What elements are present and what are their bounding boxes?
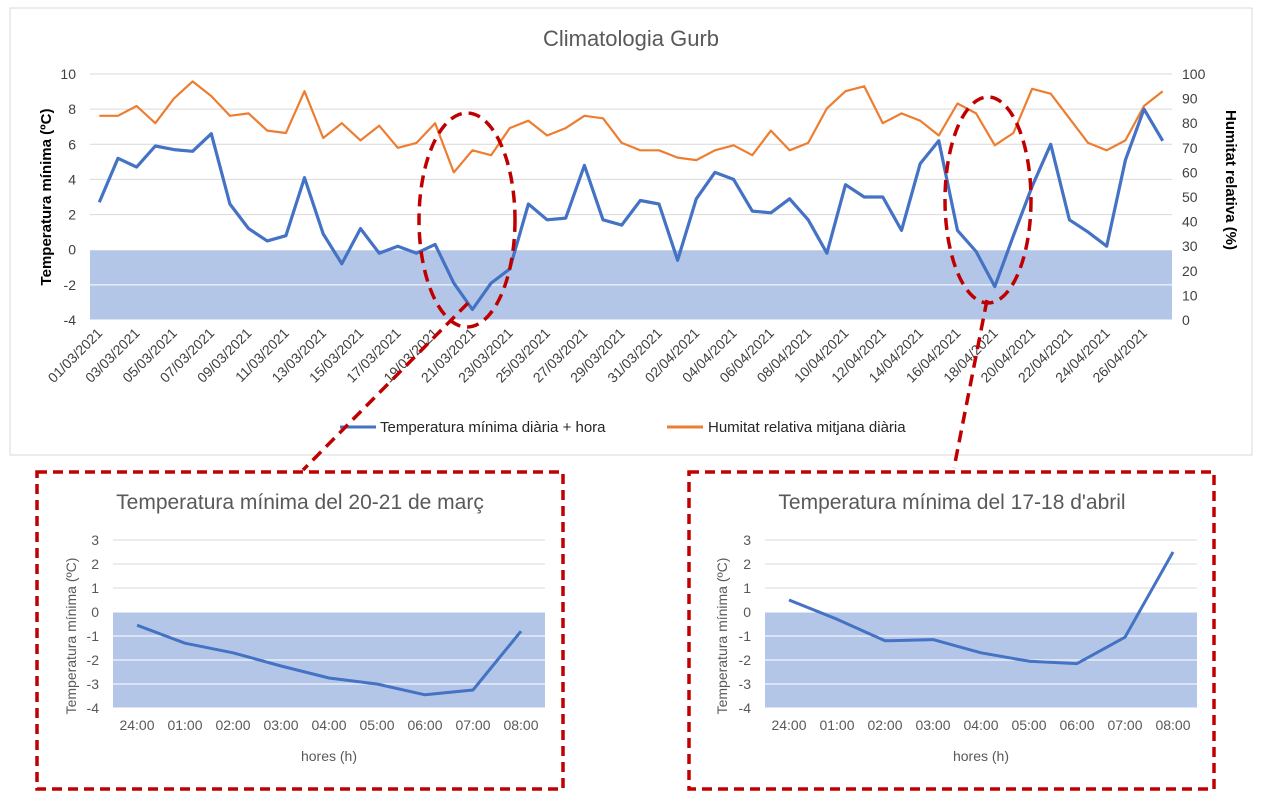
y-tick-label: -2 [64, 277, 77, 293]
detail-march-y-title: Temperatura mínima (ºC) [63, 558, 79, 715]
x-tick-label: 08:00 [1155, 717, 1190, 733]
detail-april-plot: -4 -3 -2 -1 0 1 2 3 24:00 01:00 02:00 03:00 04:00 05:… [739, 532, 1197, 733]
main-chart-frame [9, 7, 1253, 456]
y-tick-label: 0 [91, 604, 99, 620]
highlight-ellipse-march [417, 111, 517, 329]
x-tick-label: 04:00 [963, 717, 998, 733]
x-tick-label: 02:00 [867, 717, 902, 733]
detail-april-y-title: Temperatura mínima (ºC) [714, 558, 730, 715]
y-tick-label: -4 [87, 700, 100, 716]
x-tick-label: 01:00 [167, 717, 202, 733]
series-line-temperature [97, 107, 1165, 312]
detail-march-plot: -4 -3 -2 -1 0 1 2 3 24:00 01:00 02:00 03:00 04:00 05:… [87, 532, 545, 733]
y-tick-label: 4 [68, 171, 76, 187]
x-tick-label: 08:00 [503, 717, 538, 733]
y2-tick-label: 80 [1182, 115, 1198, 131]
x-tick-label: 24:00 [771, 717, 806, 733]
y-tick-label: -3 [87, 676, 100, 692]
x-tick-label: 07:00 [455, 717, 490, 733]
y-tick-label: -1 [87, 628, 100, 644]
x-tick-label: 03:00 [263, 717, 298, 733]
connector-april [952, 299, 989, 469]
x-tick-label: 05:00 [1011, 717, 1046, 733]
y-tick-label: -2 [739, 652, 752, 668]
y-tick-label: -4 [739, 700, 752, 716]
connector-march [301, 301, 470, 472]
x-tick-label: 03:00 [915, 717, 950, 733]
y-tick-label: 10 [60, 66, 76, 82]
x-tick-label: 06:00 [407, 717, 442, 733]
detail-april-x-title: hores (h) [953, 748, 1009, 764]
y2-tick-label: 20 [1182, 263, 1198, 279]
y2-tick-label: 100 [1182, 66, 1206, 82]
y2-tick-label: 30 [1182, 238, 1198, 254]
legend-label-humidity: Humitat relativa mitjana diària [708, 419, 906, 436]
y-tick-label: 2 [91, 556, 99, 572]
x-tick-label: 02:00 [215, 717, 250, 733]
series-line-temperature [788, 551, 1175, 666]
y-tick-label: 8 [68, 101, 76, 117]
y-tick-label: 0 [743, 604, 751, 620]
highlight-annotations [301, 95, 1033, 472]
y2-tick-label: 10 [1182, 287, 1198, 303]
y-tick-label: 0 [68, 242, 76, 258]
x-tick-label: 07:00 [1107, 717, 1142, 733]
main-y-axis-title: Temperatura mínima (ºC) [38, 109, 55, 286]
y2-tick-label: 40 [1182, 214, 1198, 230]
y-tick-label: 3 [91, 532, 99, 548]
series-line-temperature [136, 623, 523, 697]
series-line-humidity [99, 80, 1164, 174]
x-tick-label: 06:00 [1059, 717, 1094, 733]
detail-march-x-title: hores (h) [301, 748, 357, 764]
y-tick-label: 1 [743, 580, 751, 596]
y-tick-label: 6 [68, 136, 76, 152]
y-tick-label: -4 [64, 312, 77, 328]
y2-tick-label: 60 [1182, 164, 1198, 180]
detail-april-title: Temperatura mínima del 17-18 d'abril [778, 491, 1125, 514]
y-tick-label: -2 [87, 652, 100, 668]
main-legend: Temperatura mínima diària + hora Humitat… [340, 419, 906, 436]
y-tick-label: 2 [743, 556, 751, 572]
x-tick-label: 04:00 [311, 717, 346, 733]
y-tick-label: 1 [91, 580, 99, 596]
x-tick-label: 05:00 [359, 717, 394, 733]
y-tick-label: 2 [68, 207, 76, 223]
y-tick-label: -3 [739, 676, 752, 692]
y2-tick-label: 0 [1182, 312, 1190, 328]
legend-label-temperature: Temperatura mínima diària + hora [380, 419, 606, 436]
main-chart-title: Climatologia Gurb [543, 26, 719, 51]
detail-march-title: Temperatura mínima del 20-21 de març [116, 491, 484, 514]
y2-tick-label: 50 [1182, 189, 1198, 205]
y-tick-label: -1 [739, 628, 752, 644]
y-tick-label: 3 [743, 532, 751, 548]
x-tick-label: 01:00 [819, 717, 854, 733]
main-y2-axis-title: Humitat relativa (%) [1222, 110, 1239, 250]
y2-tick-label: 90 [1182, 91, 1198, 107]
y2-tick-label: 70 [1182, 140, 1198, 156]
x-tick-label: 24:00 [119, 717, 154, 733]
